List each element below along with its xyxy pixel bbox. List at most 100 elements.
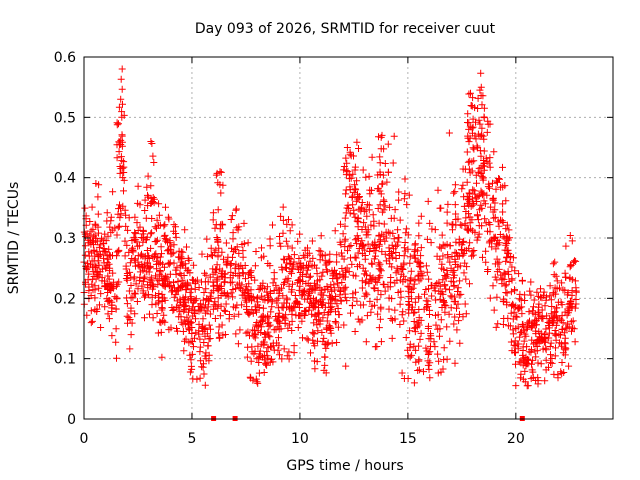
data-point [362, 289, 370, 297]
data-point [200, 370, 208, 378]
data-point [242, 275, 249, 283]
data-point [455, 291, 463, 299]
data-point [375, 324, 383, 332]
data-point [400, 272, 408, 280]
data-point [495, 222, 503, 230]
data-point [308, 237, 316, 245]
data-point [144, 259, 152, 267]
data-point [542, 344, 550, 352]
data-point [257, 254, 265, 262]
data-point [306, 298, 314, 306]
data-point [152, 272, 159, 280]
data-point [243, 353, 251, 361]
data-point [187, 362, 195, 370]
data-point-spike [344, 167, 352, 175]
data-point [308, 310, 316, 318]
data-point [466, 198, 473, 206]
data-point [268, 297, 276, 305]
data-point [410, 379, 418, 387]
data-point [100, 245, 108, 252]
data-point-spike [553, 277, 561, 285]
data-point [414, 272, 422, 280]
data-point [211, 315, 219, 322]
data-point [333, 339, 341, 346]
data-point [154, 329, 162, 337]
data-point [439, 298, 447, 306]
data-point [333, 275, 341, 283]
data-point [475, 164, 483, 172]
data-point [465, 196, 473, 204]
data-point [290, 349, 298, 357]
data-point [363, 291, 371, 299]
data-point [465, 244, 473, 252]
data-point [494, 260, 502, 268]
data-point [125, 314, 133, 322]
data-point [439, 241, 447, 249]
data-point [237, 285, 245, 293]
data-point [526, 287, 534, 295]
data-point [313, 264, 321, 272]
data-point [99, 236, 107, 244]
data-point [449, 226, 456, 234]
data-point [375, 219, 383, 227]
data-point [113, 295, 121, 303]
data-point [233, 243, 241, 251]
data-point [437, 316, 445, 324]
data-point [477, 69, 485, 77]
data-point [406, 353, 414, 361]
data-point [508, 276, 516, 284]
data-point [205, 296, 212, 304]
data-point [472, 118, 479, 126]
data-point [530, 296, 538, 304]
data-point [384, 140, 392, 148]
data-point [381, 202, 389, 210]
data-point [363, 212, 371, 220]
data-point [266, 262, 274, 270]
data-point [466, 169, 474, 177]
x-tick-label: 15 [399, 431, 417, 447]
data-point [518, 310, 526, 318]
data-point [552, 344, 559, 352]
data-point [353, 177, 361, 185]
data-point [318, 300, 325, 308]
data-point [527, 291, 535, 299]
data-point [344, 247, 351, 255]
data-point [244, 287, 252, 295]
data-point [390, 132, 398, 140]
data-point [165, 278, 173, 286]
data-point [406, 253, 414, 261]
data-point [530, 303, 537, 311]
data-point [465, 165, 473, 173]
data-point [351, 213, 359, 221]
data-point [117, 136, 125, 144]
data-point [148, 280, 156, 288]
data-point [272, 281, 280, 289]
data-point [273, 299, 281, 307]
chart-title: Day 093 of 2026, SRMTID for receiver cuu… [195, 21, 496, 37]
data-point [447, 292, 455, 300]
data-point [178, 276, 186, 284]
data-point [151, 253, 158, 260]
data-point [452, 221, 460, 229]
data-point [168, 288, 176, 296]
data-point [221, 270, 229, 278]
data-point [288, 244, 296, 252]
data-point [407, 274, 415, 282]
data-point [358, 316, 366, 324]
data-point [307, 349, 314, 357]
data-point [296, 230, 304, 238]
data-point [165, 246, 172, 254]
data-point [491, 199, 499, 207]
data-point [447, 304, 455, 312]
data-point [337, 241, 345, 249]
data-point [474, 233, 482, 241]
data-point [244, 239, 252, 247]
data-point [339, 230, 347, 238]
data-point [255, 354, 263, 362]
data-point [502, 239, 510, 247]
data-point [184, 266, 192, 274]
data-point [295, 304, 303, 311]
data-point-spike [214, 206, 222, 214]
data-point [268, 355, 275, 363]
data-point [289, 261, 297, 269]
